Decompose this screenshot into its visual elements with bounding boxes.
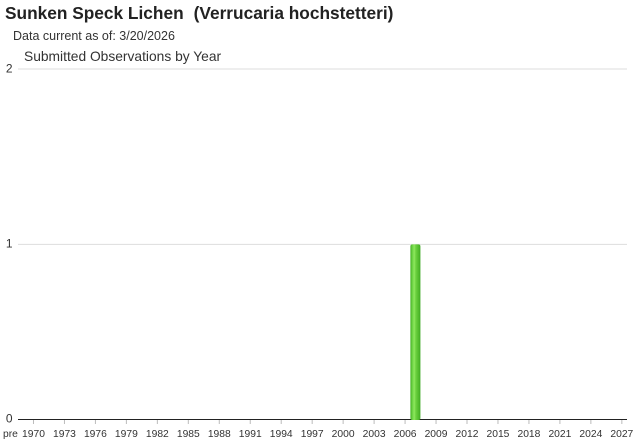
svg-text:2: 2 [6, 62, 13, 76]
svg-text:2027: 2027 [610, 429, 633, 440]
svg-text:1976: 1976 [84, 429, 107, 440]
svg-text:2018: 2018 [517, 429, 540, 440]
svg-text:1985: 1985 [177, 429, 200, 440]
svg-text:2024: 2024 [579, 429, 602, 440]
svg-text:1982: 1982 [146, 429, 169, 440]
svg-text:1: 1 [6, 237, 13, 251]
svg-text:2006: 2006 [394, 429, 417, 440]
svg-text:2021: 2021 [548, 429, 571, 440]
svg-text:1988: 1988 [208, 429, 231, 440]
svg-text:1973: 1973 [53, 429, 76, 440]
svg-text:2009: 2009 [425, 429, 448, 440]
svg-text:2012: 2012 [456, 429, 479, 440]
svg-text:1970: 1970 [22, 429, 45, 440]
svg-text:1979: 1979 [115, 429, 138, 440]
svg-text:2003: 2003 [363, 429, 386, 440]
svg-text:2015: 2015 [487, 429, 510, 440]
svg-text:1994: 1994 [270, 429, 293, 440]
svg-text:2000: 2000 [332, 429, 355, 440]
svg-text:pre: pre [3, 429, 18, 440]
svg-text:1997: 1997 [301, 429, 324, 440]
svg-text:0: 0 [6, 412, 13, 426]
svg-text:1991: 1991 [239, 429, 262, 440]
